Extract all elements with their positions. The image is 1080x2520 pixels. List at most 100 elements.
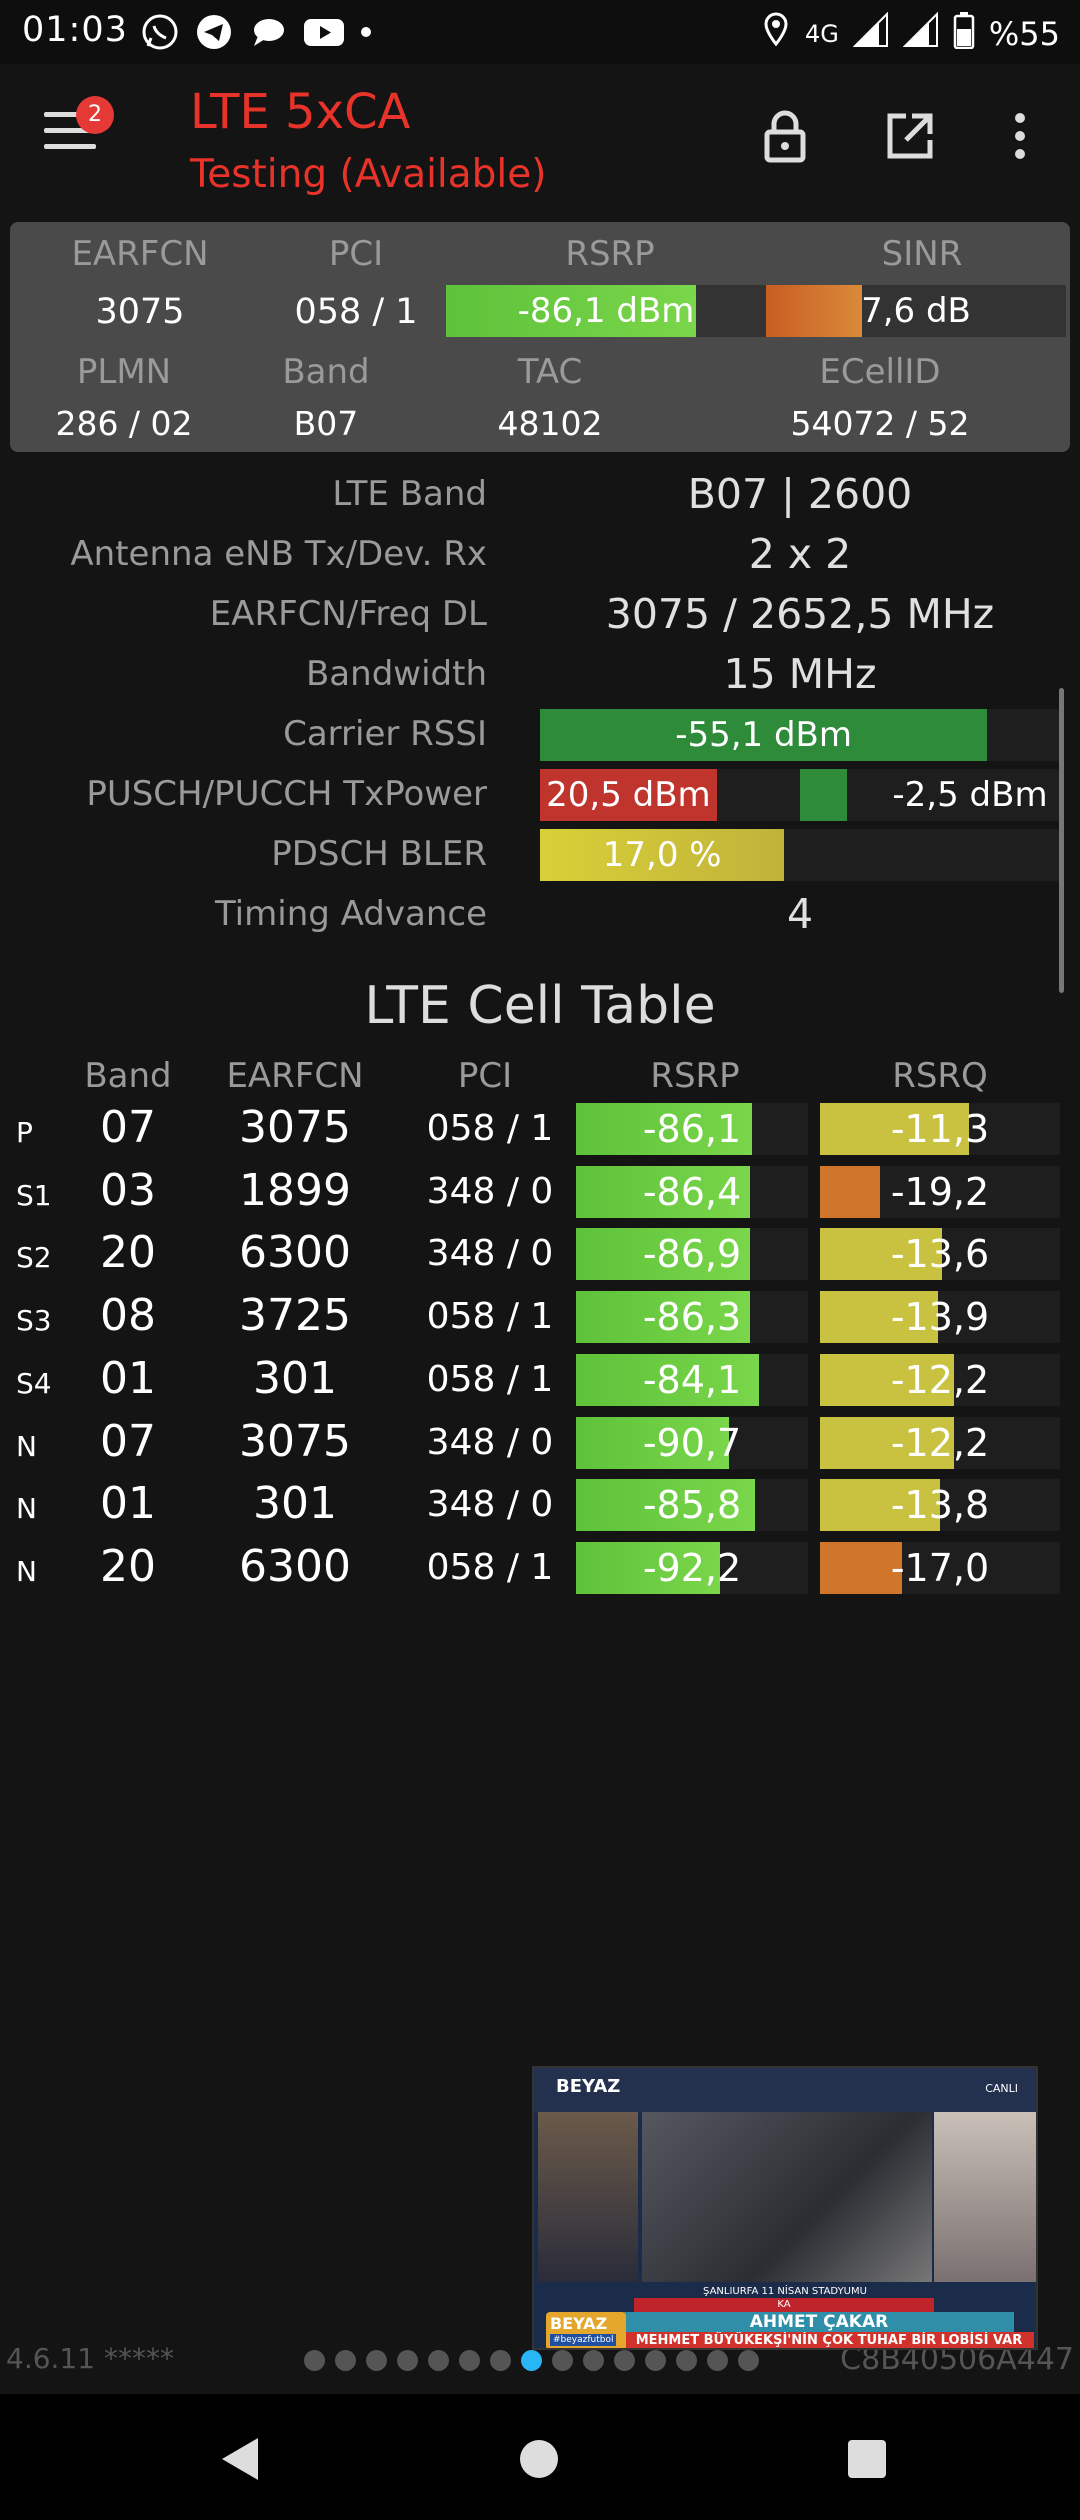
row-rsrq-bar: -19,2 xyxy=(820,1166,1060,1218)
row-type: N xyxy=(16,1430,37,1463)
page-dot[interactable] xyxy=(552,2350,573,2371)
scrollbar[interactable] xyxy=(1059,688,1064,993)
page-dot[interactable] xyxy=(304,2350,325,2371)
menu-button[interactable] xyxy=(44,112,100,156)
location-icon xyxy=(761,10,791,58)
pucch-bar: -2,5 dBm xyxy=(800,769,1060,821)
row-rsrq-value: -13,6 xyxy=(890,1232,990,1276)
row-pci: 058 / 1 xyxy=(426,1547,554,1588)
lock-icon[interactable] xyxy=(755,106,815,166)
page-dot[interactable] xyxy=(490,2350,511,2371)
row-earfcn: 6300 xyxy=(239,1541,351,1592)
chat-icon xyxy=(248,12,288,52)
back-icon[interactable] xyxy=(216,2434,266,2484)
ad-video-panel-right xyxy=(934,2112,1036,2282)
plmn-value: 286 / 02 xyxy=(55,404,193,443)
bandwidth-value: 15 MHz xyxy=(723,650,877,698)
page-dot[interactable] xyxy=(397,2350,418,2371)
band-label: Band xyxy=(282,352,370,392)
row-type: N xyxy=(16,1492,37,1525)
recents-icon[interactable] xyxy=(846,2438,888,2480)
row-rsrp-fill xyxy=(576,1479,755,1531)
ad-headline: MEHMET BÜYÜKEKŞİ'NİN ÇOK TUHAF BİR LOBİS… xyxy=(624,2332,1034,2348)
page-dot[interactable] xyxy=(428,2350,449,2371)
video-ad-overlay[interactable]: BEYAZ CANLI ŞANLIURFA 11 NİSAN STADYUMU … xyxy=(532,2066,1038,2350)
row-rsrp-bar: -86,9 xyxy=(576,1228,808,1280)
bler-value: 17,0 % xyxy=(602,835,722,875)
dot-icon xyxy=(356,12,396,52)
network-type: 4G xyxy=(805,20,839,48)
ad-caption: ŞANLIURFA 11 NİSAN STADYUMU xyxy=(703,2286,867,2297)
status-time: 01:03 xyxy=(22,10,128,50)
row-rsrp-value: -86,3 xyxy=(642,1295,742,1339)
menu-icon xyxy=(44,112,96,117)
ecellid-value: 54072 / 52 xyxy=(790,404,970,443)
row-rsrq-value: -12,2 xyxy=(890,1421,990,1465)
row-rsrq-value: -13,8 xyxy=(890,1483,990,1527)
ecellid-label: ECellID xyxy=(819,352,941,392)
col-header-band: Band xyxy=(84,1056,172,1096)
row-rsrp-bar: -86,4 xyxy=(576,1166,808,1218)
row-earfcn: 301 xyxy=(253,1478,337,1529)
row-earfcn: 3075 xyxy=(239,1102,351,1153)
ad-video-panel-left xyxy=(538,2112,638,2282)
page-dot[interactable] xyxy=(676,2350,697,2371)
tac-value: 48102 xyxy=(497,404,603,443)
pci-label: PCI xyxy=(328,234,384,274)
antenna-value: 2 x 2 xyxy=(748,530,852,578)
row-rsrp-value: -86,9 xyxy=(642,1232,742,1276)
ad-video-panel-center xyxy=(642,2112,932,2282)
row-rsrp-fill xyxy=(576,1417,730,1469)
page-dot[interactable] xyxy=(707,2350,728,2371)
signal-icon xyxy=(902,11,939,56)
row-rsrq-value: -13,9 xyxy=(890,1295,990,1339)
page-dot[interactable] xyxy=(645,2350,666,2371)
row-type: S3 xyxy=(16,1304,52,1337)
sinr-value: 7,6 dB xyxy=(861,291,971,331)
pusch-value: 20,5 dBm xyxy=(546,775,711,815)
row-rsrq-fill xyxy=(820,1228,943,1280)
row-rsrq-bar: -17,0 xyxy=(820,1542,1060,1594)
rsrp-bar: -86,1 dBm xyxy=(446,285,766,337)
more-options-icon[interactable] xyxy=(1000,106,1040,166)
page-dot[interactable] xyxy=(459,2350,480,2371)
page-dot[interactable] xyxy=(614,2350,635,2371)
page-dot[interactable] xyxy=(521,2350,542,2371)
ad-brand: BEYAZ #beyazfutbol xyxy=(546,2312,626,2348)
page-dot[interactable] xyxy=(738,2350,759,2371)
home-icon[interactable] xyxy=(516,2436,562,2482)
battery-percent: %55 xyxy=(988,15,1060,53)
app-title: LTE 5xCA xyxy=(190,84,411,140)
page-dot[interactable] xyxy=(335,2350,356,2371)
row-rsrp-fill xyxy=(576,1228,750,1280)
row-band: 07 xyxy=(100,1416,156,1467)
page-dot[interactable] xyxy=(583,2350,604,2371)
row-rsrp-fill xyxy=(576,1354,760,1406)
carrier-rssi-fill xyxy=(540,709,988,761)
notification-badge: 2 xyxy=(76,96,114,134)
row-rsrp-fill xyxy=(576,1542,720,1594)
pucch-fill xyxy=(800,769,847,821)
row-rsrp-bar: -92,2 xyxy=(576,1542,808,1594)
row-rsrp-fill xyxy=(576,1103,753,1155)
row-type: S4 xyxy=(16,1367,52,1400)
row-rsrp-value: -90,7 xyxy=(642,1421,742,1465)
signal-icon xyxy=(852,11,889,56)
row-pci: 058 / 1 xyxy=(426,1359,554,1400)
status-bar: 01:03 4G %55 xyxy=(0,0,1080,64)
app-subtitle: Testing (Available) xyxy=(190,152,547,197)
row-rsrq-bar: -11,3 xyxy=(820,1103,1060,1155)
page-dot[interactable] xyxy=(366,2350,387,2371)
row-rsrq-bar: -12,2 xyxy=(820,1417,1060,1469)
row-rsrq-value: -12,2 xyxy=(890,1358,990,1402)
page-indicator[interactable] xyxy=(304,2350,759,2371)
row-pci: 348 / 0 xyxy=(426,1171,554,1212)
open-external-icon[interactable] xyxy=(880,106,940,166)
row-rsrp-value: -86,4 xyxy=(642,1170,742,1214)
row-rsrq-fill xyxy=(820,1103,969,1155)
row-rsrp-fill xyxy=(576,1166,750,1218)
ad-logo: BEYAZ xyxy=(556,2076,621,2097)
bler-fill xyxy=(540,829,785,881)
timing-advance-label: Timing Advance xyxy=(214,894,487,934)
pucch-value: -2,5 dBm xyxy=(892,775,1048,815)
